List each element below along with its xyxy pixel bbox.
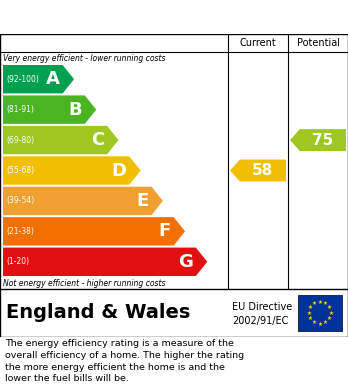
Bar	[298, 295, 342, 331]
Text: ★: ★	[318, 300, 323, 305]
Polygon shape	[3, 248, 207, 276]
Polygon shape	[3, 217, 185, 246]
Text: (81-91): (81-91)	[6, 105, 34, 114]
Text: ★: ★	[327, 305, 332, 310]
Text: (69-80): (69-80)	[6, 136, 34, 145]
Text: ★: ★	[318, 321, 323, 326]
Text: ★: ★	[312, 320, 317, 325]
Text: ★: ★	[323, 320, 328, 325]
Text: England & Wales: England & Wales	[6, 303, 190, 323]
Polygon shape	[3, 95, 96, 124]
Polygon shape	[3, 126, 118, 154]
Text: ★: ★	[312, 301, 317, 306]
Text: ★: ★	[327, 316, 332, 321]
Text: (39-54): (39-54)	[6, 196, 34, 205]
Polygon shape	[3, 65, 74, 93]
Polygon shape	[290, 129, 346, 151]
Text: ★: ★	[323, 301, 328, 306]
Text: (21-38): (21-38)	[6, 227, 34, 236]
Text: ★: ★	[308, 305, 313, 310]
Text: 75: 75	[312, 133, 333, 147]
Polygon shape	[3, 156, 141, 185]
Text: 58: 58	[252, 163, 274, 178]
Text: 2002/91/EC: 2002/91/EC	[232, 316, 288, 326]
Text: (55-68): (55-68)	[6, 166, 34, 175]
Text: ★: ★	[329, 310, 333, 316]
Text: Energy Efficiency Rating: Energy Efficiency Rating	[9, 9, 230, 25]
Text: D: D	[111, 161, 126, 179]
Text: C: C	[91, 131, 104, 149]
Text: Very energy efficient - lower running costs: Very energy efficient - lower running co…	[3, 54, 166, 63]
Polygon shape	[3, 187, 163, 215]
Text: ★: ★	[307, 310, 311, 316]
Text: Current: Current	[240, 38, 276, 48]
Text: (92-100): (92-100)	[6, 75, 39, 84]
Text: G: G	[178, 253, 193, 271]
Text: E: E	[136, 192, 149, 210]
Text: Potential: Potential	[296, 38, 340, 48]
Text: F: F	[158, 222, 171, 240]
Polygon shape	[230, 160, 286, 181]
Text: B: B	[68, 100, 82, 118]
Text: (1-20): (1-20)	[6, 257, 29, 266]
Text: The energy efficiency rating is a measure of the
overall efficiency of a home. T: The energy efficiency rating is a measur…	[5, 339, 244, 384]
Text: Not energy efficient - higher running costs: Not energy efficient - higher running co…	[3, 279, 166, 288]
Text: EU Directive: EU Directive	[232, 302, 292, 312]
Text: ★: ★	[308, 316, 313, 321]
Text: A: A	[46, 70, 60, 88]
